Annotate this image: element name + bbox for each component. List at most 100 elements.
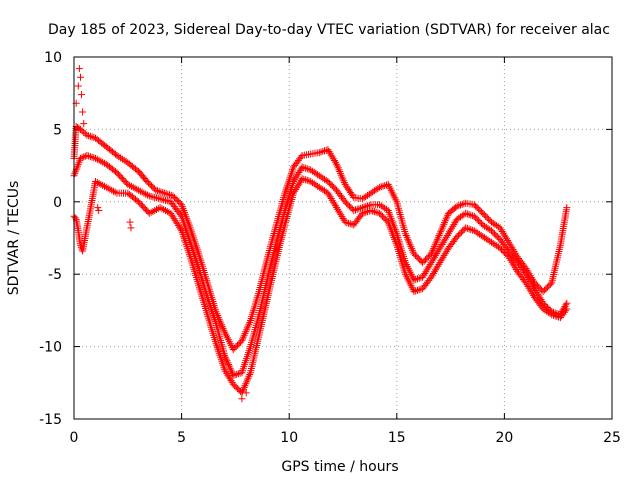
data-point-track-a	[473, 204, 481, 212]
data-point-track-c	[160, 206, 168, 213]
data-point-spike	[242, 389, 250, 397]
data-point-track-a	[175, 198, 183, 206]
data-point-track-b	[433, 250, 441, 258]
data-point-track-a	[145, 179, 153, 187]
data-point-track-b	[228, 368, 236, 376]
data-point-track-c	[434, 262, 442, 270]
data-point-track-a	[440, 220, 448, 228]
data-point-track-b	[422, 268, 430, 276]
data-point-track-c	[300, 175, 308, 183]
data-point-track-c	[102, 183, 110, 191]
data-point-track-c	[348, 220, 356, 228]
data-point-track-b	[446, 228, 453, 236]
data-point-track-a	[503, 235, 511, 243]
data-point-track-b	[303, 165, 311, 173]
data-point-track-a	[423, 254, 431, 262]
data-point-track-c	[232, 383, 240, 391]
data-point-track-c	[467, 226, 475, 234]
data-point-track-c	[223, 369, 231, 377]
data-point-track-c	[239, 387, 247, 395]
x-tick-labels: 0 5 10 15 20 25	[70, 430, 621, 446]
data-point-track-b	[352, 206, 359, 214]
data-point-track-a	[413, 253, 421, 261]
data-point-track-a	[402, 232, 410, 239]
data-point-track-a	[90, 134, 98, 141]
data-point-track-b	[492, 231, 500, 239]
data-point-track-c	[527, 288, 535, 296]
data-point-track-a	[159, 189, 167, 196]
data-point-track-b	[97, 157, 105, 165]
data-point-track-a	[77, 125, 84, 133]
data-point-track-b	[451, 219, 459, 227]
data-point-track-b	[95, 156, 103, 164]
data-point-track-c	[298, 175, 306, 183]
x-axis-label: GPS time / hours	[281, 459, 398, 475]
data-point-track-c	[380, 214, 388, 222]
data-point-track-a	[330, 157, 338, 164]
data-point-track-a	[407, 243, 415, 251]
data-point-track-c	[510, 262, 518, 270]
data-point-track-a	[506, 240, 514, 248]
data-point-track-b	[293, 172, 301, 180]
data-point-track-b	[424, 264, 432, 272]
data-point-track-a	[242, 328, 250, 336]
data-point-track-c	[235, 386, 243, 394]
data-point-track-c	[221, 366, 229, 374]
data-point-track-b	[142, 190, 150, 198]
data-point-track-a	[78, 127, 86, 135]
data-point-spike	[127, 224, 135, 232]
data-point-track-c	[433, 264, 441, 272]
data-point-track-b	[234, 370, 242, 378]
data-point-track-c	[463, 224, 471, 232]
data-point-track-c	[149, 208, 157, 215]
data-point-track-b	[425, 262, 433, 270]
data-point-track-a	[408, 244, 416, 252]
data-point-track-c	[381, 215, 389, 223]
data-point-spike	[74, 82, 82, 90]
data-point-track-c	[523, 281, 531, 289]
data-point-track-a	[533, 282, 541, 290]
data-point-track-a	[405, 239, 413, 247]
data-point-track-c	[330, 200, 338, 208]
data-point-track-c	[440, 251, 448, 259]
data-point-track-c	[71, 214, 79, 222]
data-point-track-b	[78, 154, 86, 162]
data-point-track-c	[177, 225, 184, 233]
data-point-track-a	[160, 189, 168, 197]
data-point-track-c	[292, 186, 300, 193]
data-point-track-a	[146, 180, 154, 188]
data-point-track-c	[147, 208, 155, 216]
data-point-track-a	[115, 153, 123, 161]
data-point-track-a	[339, 175, 347, 183]
data-point-track-a	[324, 146, 332, 154]
data-point-track-c	[95, 180, 103, 187]
data-point-track-c	[290, 189, 297, 197]
data-point-track-b	[438, 241, 446, 248]
data-point-track-a	[476, 207, 484, 214]
data-point-track-a	[563, 204, 571, 212]
data-point-track-a	[169, 192, 177, 200]
data-point-track-c	[153, 206, 160, 213]
data-point-track-c	[437, 257, 445, 265]
data-point-track-c	[562, 307, 569, 315]
data-point-track-c	[151, 207, 159, 214]
data-point-track-c	[106, 185, 114, 193]
data-point-track-a	[333, 160, 340, 168]
data-point-track-a	[155, 187, 163, 195]
data-point-track-c	[435, 260, 443, 268]
data-point-track-b	[233, 370, 241, 378]
data-point-track-c	[469, 226, 477, 234]
data-point-track-c	[376, 209, 384, 217]
data-point-track-a	[497, 226, 505, 234]
data-point-track-c	[336, 209, 344, 217]
data-point-track-c	[93, 179, 101, 186]
data-point-track-c	[92, 178, 99, 185]
x-tick-label: 0	[70, 430, 79, 446]
data-point-track-c	[345, 219, 353, 227]
data-point-track-b	[412, 275, 420, 283]
data-point-track-c	[553, 313, 561, 320]
data-point-track-b	[129, 183, 137, 191]
data-point-track-c	[225, 373, 233, 381]
data-point-track-c	[229, 380, 237, 388]
y-tick-label: 0	[53, 195, 62, 211]
